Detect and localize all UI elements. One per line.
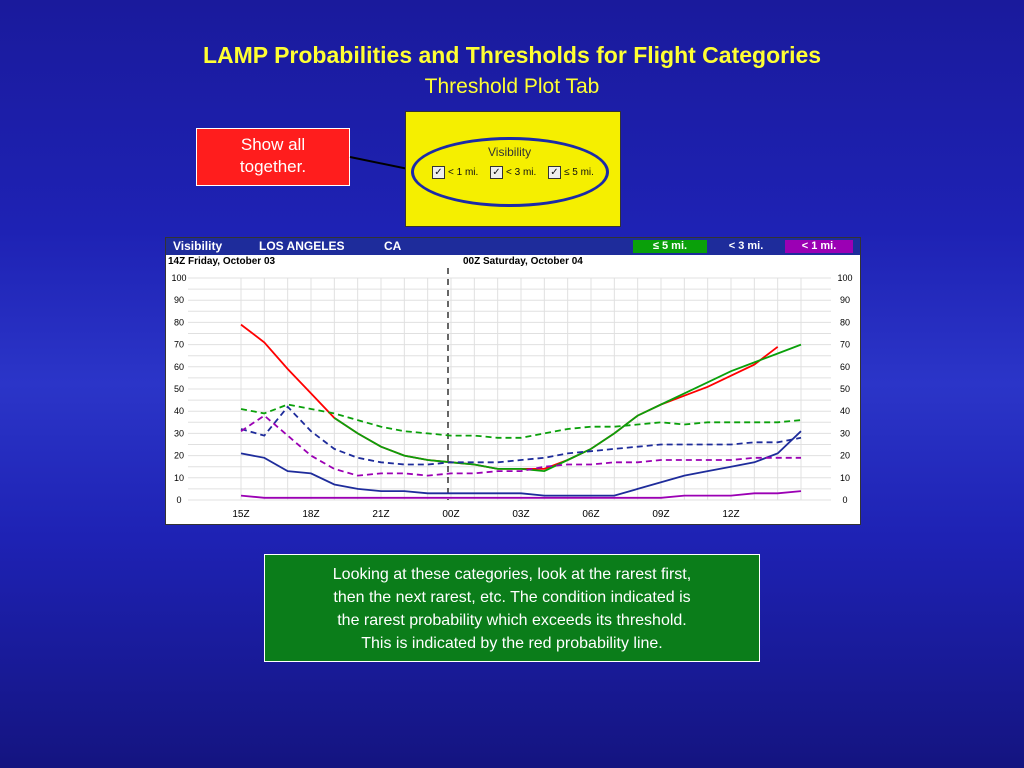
date-label-left: 14Z Friday, October 03 [168,256,276,267]
slide-subtitle: Threshold Plot Tab [424,75,600,98]
y-tick-left: 80 [174,317,184,327]
chart-canvas: 0 0 10 10 20 20 30 30 40 40 50 50 60 60 70 70 80 80 90 90 10… [171,268,853,520]
y-tick-left: 100 [171,273,186,283]
checkbox-lt1[interactable]: ✓ < 1 mi. [432,166,478,179]
date-label-right: 00Z Saturday, October 04 [463,256,583,267]
y-tick-right: 70 [840,340,850,350]
plot-element-label: Visibility [173,239,223,253]
series-line [240,490,802,499]
series-line [240,414,801,477]
y-tick-right: 80 [840,317,850,327]
series-line [333,343,802,473]
y-tick-left: 10 [174,473,184,483]
checkbox-icon[interactable]: ✓ [548,166,561,179]
slide-title: LAMP Probabilities and Thresholds for Fl… [202,42,822,68]
y-tick-right: 90 [840,295,850,305]
y-tick-right: 60 [840,362,850,372]
callout-line-1: Show all [240,135,306,154]
note-line-3: the rarest probability which exceeds its… [337,612,687,629]
series-line [240,405,802,466]
x-tick-label: 18Z [302,509,319,520]
legend-lt1[interactable]: < 1 mi. [785,240,853,253]
checkbox-label: < 3 mi. [506,167,537,178]
note-line-4: This is indicated by the red probability… [361,635,663,652]
y-tick-left: 90 [174,295,184,305]
y-tick-left: 60 [174,362,184,372]
series-line [240,403,802,439]
x-tick-label: 00Z [442,509,459,520]
x-tick-label: 03Z [512,509,529,520]
series-line [240,430,802,497]
y-tick-right: 100 [837,273,852,283]
checkbox-icon[interactable]: ✓ [432,166,445,179]
y-tick-right: 10 [840,473,850,483]
x-tick-label: 15Z [232,509,249,520]
x-tick-label: 12Z [722,509,739,520]
x-tick-label: 21Z [372,509,389,520]
checkbox-label: < 1 mi. [448,167,479,178]
checkbox-icon[interactable]: ✓ [490,166,503,179]
y-tick-right: 20 [840,451,850,461]
plot-state-label: CA [384,239,402,253]
note-line-1: Looking at these categories, look at the… [332,566,692,583]
threshold-plot: Visibility LOS ANGELES CA ≤ 5 mi. < 3 mi… [165,237,861,525]
chart-grid [188,277,831,501]
visibility-panel: Visibility ✓ < 1 mi. ✓ < 3 mi. ✓ ≤ 5 mi. [405,111,621,227]
y-tick-right: 50 [840,384,850,394]
plot-station-label: LOS ANGELES [259,239,345,253]
y-tick-left: 40 [174,406,184,416]
y-tick-right: 30 [840,428,850,438]
checkbox-label: ≤ 5 mi. [564,167,594,178]
legend-lt3[interactable]: < 3 mi. [709,240,783,253]
checkbox-lt3[interactable]: ✓ < 3 mi. [490,166,536,179]
y-tick-left: 70 [174,340,184,350]
y-tick-left: 30 [174,428,184,438]
legend-le5[interactable]: ≤ 5 mi. [633,240,707,253]
checkbox-le5[interactable]: ✓ ≤ 5 mi. [548,166,594,179]
x-tick-label: 09Z [652,509,669,520]
callout-line-2: together. [239,157,307,176]
y-tick-left: 20 [174,451,184,461]
visibility-label: Visibility [488,145,532,159]
explanation-note: Looking at these categories, look at the… [264,554,760,662]
x-tick-label: 06Z [582,509,599,520]
show-all-callout: Show all together. [196,128,350,186]
series-line [240,323,779,470]
y-tick-left: 50 [174,384,184,394]
y-tick-left: 0 [176,495,181,505]
highlight-oval [411,137,609,207]
y-tick-right: 0 [842,495,847,505]
y-tick-right: 40 [840,406,850,416]
note-line-2: then the next rarest, etc. The condition… [333,589,691,606]
plot-header: Visibility LOS ANGELES CA ≤ 5 mi. < 3 mi… [166,238,860,255]
